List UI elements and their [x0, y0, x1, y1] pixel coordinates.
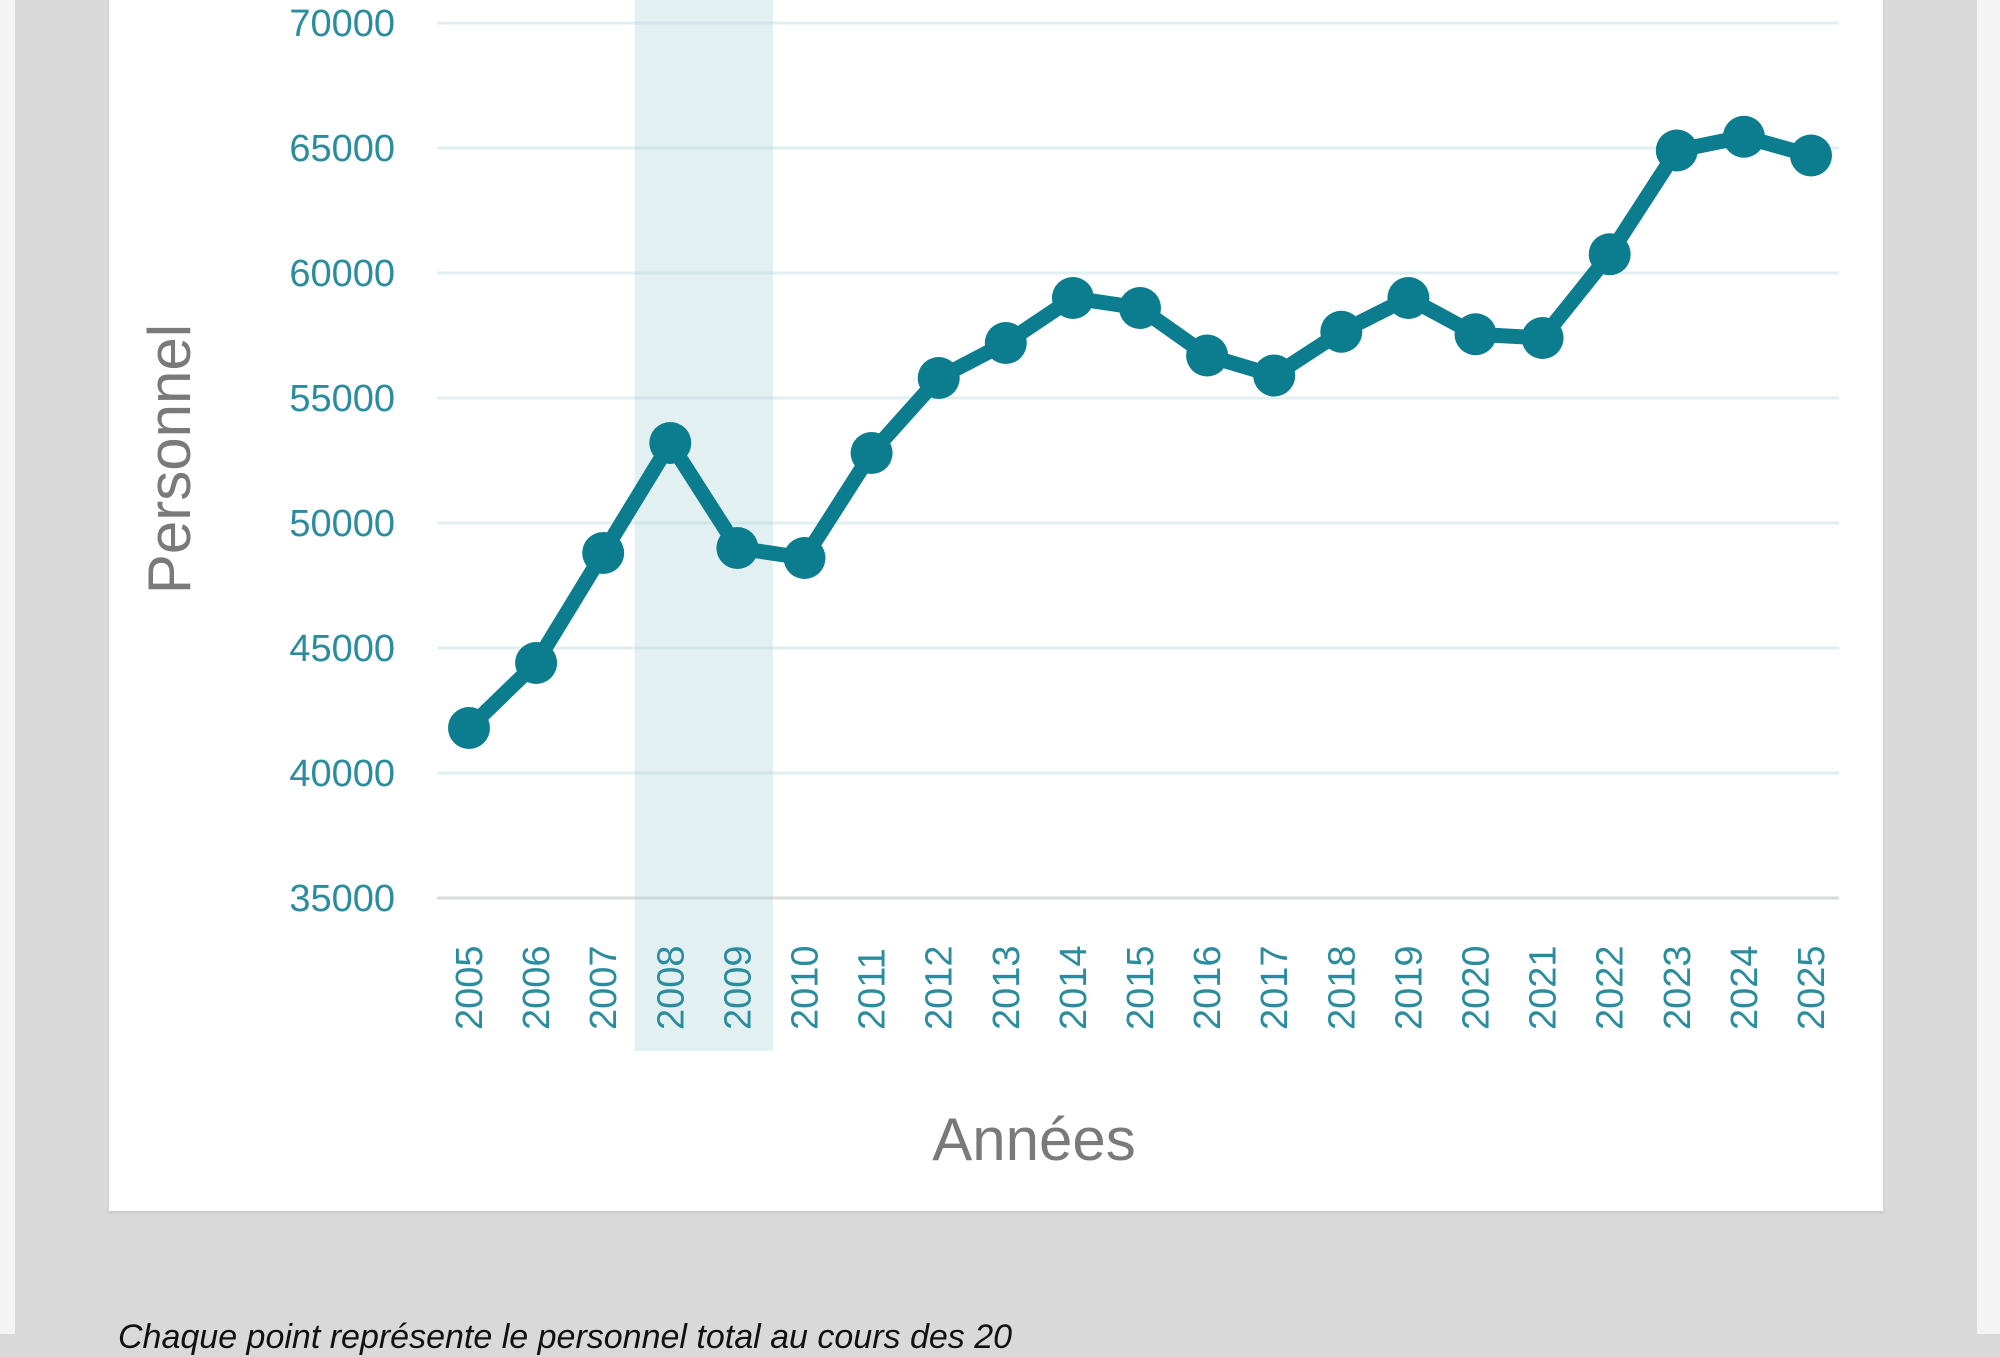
y-tick-label: 65000	[289, 128, 395, 170]
right-margin	[1977, 0, 2000, 1334]
data-point	[1790, 134, 1832, 177]
x-tick-label: 2008	[650, 945, 692, 1030]
x-tick-label: 2015	[1120, 945, 1162, 1030]
chart-card	[109, 0, 1883, 1211]
highlight-band	[634, 0, 773, 1051]
x-tick-label: 2020	[1456, 945, 1498, 1030]
x-tick-label: 2017	[1254, 945, 1296, 1030]
data-point	[1387, 277, 1430, 319]
y-tick-label: 45000	[289, 628, 395, 670]
y-axis-label: Personnel	[136, 324, 203, 594]
y-tick-label: 35000	[289, 878, 395, 920]
data-point	[783, 537, 826, 579]
data-point	[1320, 310, 1363, 353]
y-tick-label: 55000	[289, 378, 395, 420]
x-axis-label: Années	[932, 1106, 1136, 1173]
x-tick-label: 2006	[516, 945, 558, 1030]
x-tick-label: 2011	[852, 948, 894, 1030]
y-tick-label: 40000	[289, 753, 395, 795]
x-tick-label: 2025	[1791, 945, 1833, 1030]
data-point	[649, 422, 692, 464]
x-tick-label: 2014	[1053, 945, 1095, 1030]
data-point	[582, 532, 625, 574]
data-point	[1051, 277, 1094, 319]
data-point	[1521, 317, 1564, 359]
x-tick-label: 2021	[1523, 945, 1565, 1030]
x-tick-label: 2024	[1724, 945, 1766, 1030]
data-point	[1119, 287, 1161, 329]
x-tick-label: 2009	[717, 945, 759, 1030]
y-tick-label: 60000	[289, 253, 395, 295]
x-tick-label: 2010	[785, 945, 827, 1030]
left-margin	[0, 0, 15, 1334]
data-point	[917, 357, 960, 399]
x-tick-label: 2012	[919, 945, 961, 1030]
x-tick-label: 2007	[583, 945, 625, 1030]
x-tick-label: 2019	[1388, 945, 1430, 1030]
x-tick-label: 2005	[449, 945, 491, 1030]
x-tick-label: 2013	[986, 945, 1028, 1030]
data-point	[1253, 354, 1296, 397]
y-tick-label: 50000	[289, 503, 395, 545]
data-point	[448, 707, 490, 749]
chart-caption: Chaque point représente le personnel tot…	[118, 1318, 1013, 1356]
data-point	[1722, 115, 1765, 158]
data-point	[1186, 334, 1229, 377]
data-point	[1655, 129, 1698, 172]
data-point	[984, 322, 1027, 364]
x-tick-label: 2018	[1321, 945, 1363, 1030]
data-point	[716, 527, 759, 569]
data-point	[515, 642, 558, 684]
data-point	[850, 432, 893, 474]
x-tick-label: 2016	[1187, 945, 1229, 1030]
data-point	[1588, 233, 1631, 276]
x-tick-label: 2022	[1590, 945, 1632, 1030]
data-point	[1454, 313, 1497, 356]
y-tick-label: 70000	[289, 3, 395, 45]
x-tick-label: 2023	[1657, 945, 1699, 1030]
